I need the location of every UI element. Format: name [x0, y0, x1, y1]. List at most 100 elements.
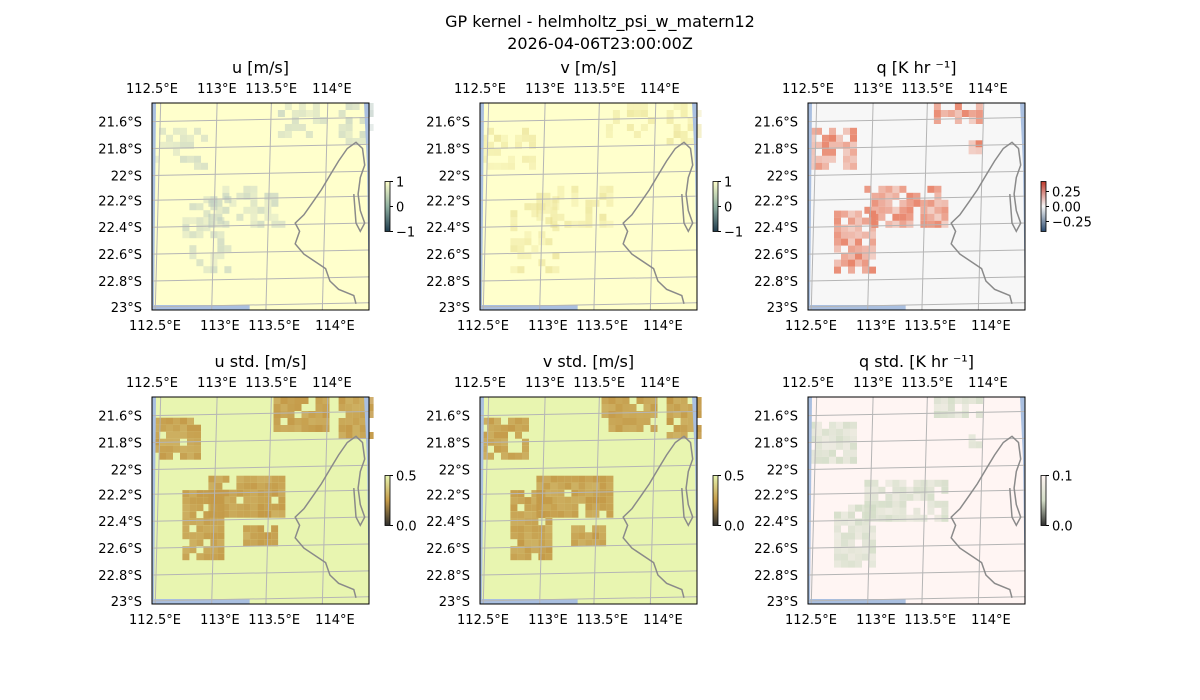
map-frame: [151, 396, 370, 605]
heatmap-cell: [578, 539, 586, 547]
heatmap-cell: [571, 482, 579, 490]
panel-5: v std. [m/s] 112.5°E 112.5°E 113°E 113°E 113.…: [426, 352, 744, 628]
meridian-line: [539, 396, 546, 605]
heatmap-cell: [606, 199, 614, 207]
water-strip-right: [692, 397, 697, 604]
heatmap-cell: [182, 504, 190, 512]
heatmap-cell: [599, 220, 607, 228]
heatmap-cell: [906, 220, 914, 228]
heatmap-cell: [843, 428, 850, 436]
heatmap-cell: [968, 441, 976, 449]
heatmap-cell: [182, 532, 190, 540]
water-strip-right: [1020, 397, 1025, 604]
heatmap-cell: [599, 185, 607, 193]
heatmap-cell: [215, 482, 223, 490]
heatmap-cell: [673, 404, 681, 411]
y-tick-label: 22.2°S: [98, 194, 142, 209]
heatmap-cell: [906, 199, 914, 207]
heatmap-cell: [180, 141, 187, 149]
heatmap-cell: [615, 425, 623, 432]
heatmap-cell: [250, 532, 258, 540]
heatmap-cell: [633, 103, 641, 110]
heatmap-cell: [571, 192, 579, 200]
heatmap-cells: [808, 397, 983, 568]
heatmap-cell: [841, 539, 848, 547]
heatmap-cell: [899, 507, 907, 515]
heatmap-cell: [271, 220, 279, 228]
water-strip-left: [152, 397, 156, 604]
heatmap-cell: [524, 203, 532, 211]
heatmap-cell: [280, 411, 288, 418]
heatmap-cell: [622, 397, 630, 404]
heatmap-cell: [836, 428, 843, 436]
x-tick-label-bottom: 114°E: [643, 319, 683, 334]
heatmap-cell: [843, 141, 850, 149]
heatmap-cell: [975, 441, 983, 449]
heatmap-cell: [189, 497, 197, 505]
heatmap-cell: [975, 411, 983, 418]
heatmap-cell: [843, 449, 850, 457]
heatmap-cell: [287, 425, 295, 432]
heatmap-cell: [264, 503, 272, 511]
heatmap-cell: [585, 496, 593, 504]
heatmap-cell: [899, 493, 907, 501]
heatmap-cell: [201, 162, 208, 170]
heatmap-cell: [510, 553, 518, 561]
heatmap-cell: [599, 503, 607, 511]
heatmap-cell: [517, 245, 525, 253]
heatmap-cell: [927, 479, 935, 487]
heatmap-cell: [338, 432, 346, 439]
heatmap-cell: [843, 442, 850, 450]
heatmap-cell: [666, 418, 674, 425]
y-tick-label: 22.6°S: [754, 248, 798, 263]
heatmap-cell: [869, 245, 876, 253]
heatmap-cell: [531, 210, 539, 218]
heatmap-cell: [510, 546, 518, 554]
heatmap-cell: [585, 475, 593, 483]
heatmap-cell: [841, 238, 848, 246]
heatmap-cell: [189, 546, 197, 554]
heatmap-cell: [359, 425, 367, 432]
heatmap-cells: [480, 103, 702, 274]
heatmap-cell: [615, 418, 623, 425]
heatmap-cell: [815, 162, 822, 170]
water-strip-bottom: [480, 305, 578, 310]
heatmap-cell: [941, 213, 949, 221]
heatmap-cell: [529, 155, 536, 163]
heatmap-cell: [869, 539, 876, 547]
heatmap-cell: [152, 445, 159, 453]
y-tick-label: 22.8°S: [754, 569, 798, 584]
heatmap-cell: [298, 110, 306, 117]
panel-title: v std. [m/s]: [543, 352, 634, 371]
heatmap-cell: [203, 511, 211, 519]
heatmap-cell: [585, 489, 593, 497]
heatmap-cell: [550, 475, 558, 483]
parallel-line: [479, 410, 698, 417]
heatmap-cell: [862, 252, 869, 260]
heatmap-cell: [673, 432, 681, 439]
heatmap-cell: [913, 479, 921, 487]
heatmap-cell: [968, 397, 976, 404]
heatmap-cell: [869, 224, 876, 232]
heatmap-cell: [501, 162, 508, 170]
heatmap-cell: [152, 155, 159, 163]
heatmap-cell: [250, 185, 258, 193]
heatmap-cell: [173, 424, 180, 432]
heatmap-cell: [522, 452, 529, 460]
heatmap-cell: [301, 411, 309, 418]
heatmap-cell: [626, 124, 634, 131]
heatmap-cell: [222, 496, 230, 504]
heatmap-cell: [529, 162, 536, 170]
heatmap-cell: [941, 199, 949, 207]
heatmap-cell: [899, 220, 907, 228]
heatmap-cell: [543, 475, 551, 483]
heatmap-cell: [571, 539, 579, 547]
heatmap-cell: [531, 546, 539, 554]
meridian-line: [482, 102, 490, 311]
heatmap-cell: [536, 206, 544, 214]
heatmap-cell: [250, 206, 258, 214]
heatmap-cell: [229, 503, 237, 511]
y-tick-label: 21.8°S: [754, 143, 798, 158]
heatmap-cell: [862, 532, 869, 540]
heatmap-cell: [933, 110, 941, 117]
